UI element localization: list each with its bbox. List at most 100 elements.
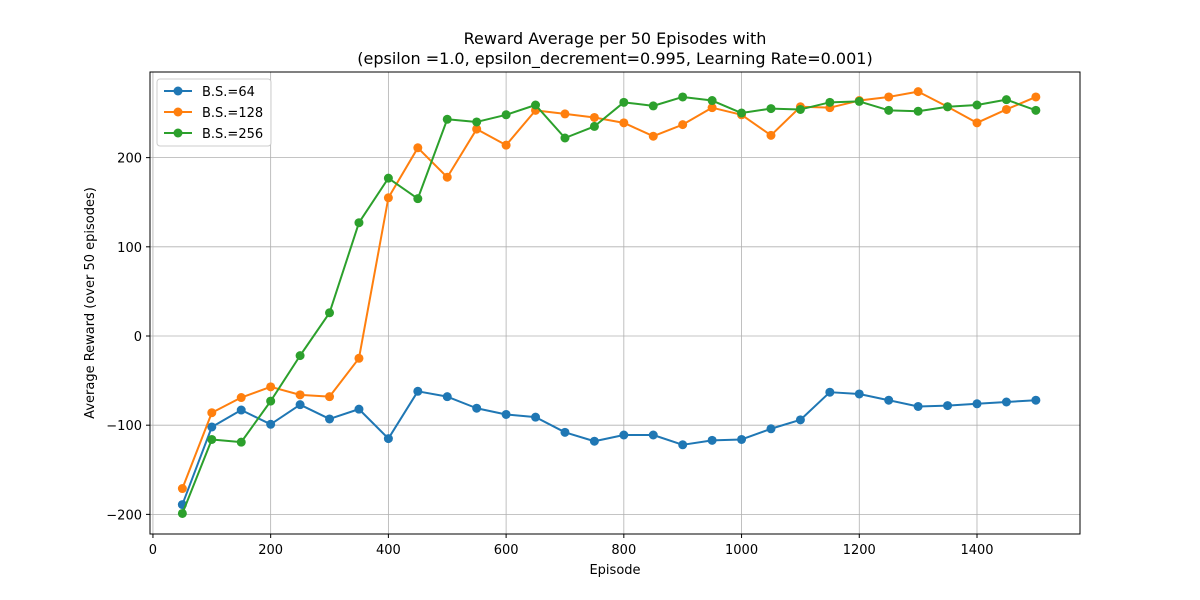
- legend-marker: [173, 107, 183, 117]
- data-point: [678, 440, 688, 450]
- data-point: [648, 131, 658, 141]
- legend-marker: [173, 86, 183, 96]
- data-point: [884, 395, 894, 405]
- data-point: [825, 97, 835, 107]
- x-tick-label: 1400: [960, 543, 993, 558]
- data-point: [913, 401, 923, 411]
- legend-marker: [173, 128, 183, 138]
- data-point: [1001, 95, 1011, 105]
- data-point: [884, 105, 894, 115]
- x-axis-ticks: 0 200 400 600 800 1000 1200 1400: [149, 534, 994, 558]
- data-point: [589, 436, 599, 446]
- y-tick-label: 100: [117, 241, 142, 256]
- x-axis-label: Episode: [589, 563, 640, 578]
- data-point: [795, 415, 805, 425]
- data-point: [236, 405, 246, 415]
- data-point: [442, 114, 452, 124]
- y-tick-label: 0: [134, 330, 142, 345]
- data-point: [972, 100, 982, 110]
- data-point: [648, 101, 658, 111]
- data-point: [442, 172, 452, 182]
- data-point: [501, 140, 511, 150]
- data-point: [825, 387, 835, 397]
- data-point: [236, 437, 246, 447]
- data-point: [383, 173, 393, 183]
- data-point: [383, 193, 393, 203]
- plot-frame: [149, 71, 1081, 535]
- legend: B.S.=64 B.S.=128 B.S.=256: [156, 78, 272, 147]
- data-point: [795, 104, 805, 114]
- series-1: [177, 386, 1041, 510]
- legend-box: [156, 78, 272, 147]
- data-point: [648, 430, 658, 440]
- data-point: [913, 106, 923, 116]
- data-point: [295, 351, 305, 361]
- data-point: [972, 399, 982, 409]
- data-point: [913, 87, 923, 97]
- series-line: [181, 390, 1036, 505]
- data-point: [207, 434, 217, 444]
- data-point: [678, 120, 688, 130]
- series-line: [181, 95, 1037, 514]
- series-line: [181, 90, 1037, 489]
- data-point: [707, 96, 717, 106]
- data-point: [295, 390, 305, 400]
- y-axis-ticks: −200 −100 0 100 200: [106, 152, 150, 523]
- data-point: [442, 392, 452, 402]
- data-point: [589, 112, 599, 122]
- legend-label: B.S.=128: [202, 106, 263, 121]
- data-point: [1001, 104, 1011, 114]
- legend-label: B.S.=256: [202, 127, 263, 142]
- data-point: [707, 103, 717, 113]
- x-tick-label: 600: [494, 543, 519, 558]
- legend-entries: B.S.=64 B.S.=128 B.S.=256: [164, 85, 263, 142]
- y-tick-label: 200: [117, 152, 142, 167]
- data-point: [354, 218, 364, 228]
- data-point: [383, 434, 393, 444]
- data-point: [884, 92, 894, 102]
- series-3: [177, 92, 1041, 518]
- data-point: [472, 124, 482, 134]
- data-point: [619, 97, 629, 107]
- data-point: [1031, 105, 1041, 115]
- data-point: [354, 353, 364, 363]
- data-point: [707, 435, 717, 445]
- data-point: [531, 100, 541, 110]
- data-point: [177, 508, 187, 518]
- y-tick-label: −200: [106, 508, 142, 523]
- y-axis-label: Average Reward (over 50 episodes): [83, 187, 98, 419]
- data-point: [354, 404, 364, 414]
- data-point: [266, 382, 276, 392]
- x-tick-label: 800: [611, 543, 636, 558]
- data-point: [766, 130, 776, 140]
- data-point: [766, 424, 776, 434]
- data-point: [295, 400, 305, 410]
- data-point: [1031, 92, 1041, 102]
- x-tick-label: 0: [149, 543, 157, 558]
- data-point: [501, 409, 511, 419]
- y-tick-label: −100: [106, 419, 142, 434]
- legend-entry: B.S.=128: [164, 106, 263, 121]
- data-point: [972, 118, 982, 128]
- data-point: [560, 427, 570, 437]
- data-point: [766, 104, 776, 114]
- data-point: [854, 96, 864, 106]
- data-point: [531, 412, 541, 422]
- data-point: [413, 386, 423, 396]
- legend-entry: B.S.=256: [164, 127, 263, 142]
- series-lines: [177, 87, 1041, 518]
- data-point: [472, 403, 482, 413]
- data-point: [678, 92, 688, 102]
- data-point: [266, 396, 276, 406]
- x-tick-label: 1200: [843, 543, 876, 558]
- data-point: [207, 408, 217, 418]
- data-point: [619, 430, 629, 440]
- data-point: [737, 434, 747, 444]
- data-point: [413, 143, 423, 153]
- data-point: [560, 133, 570, 143]
- data-point: [413, 194, 423, 204]
- data-point: [325, 308, 335, 318]
- chart-subtitle: (epsilon =1.0, epsilon_decrement=0.995, …: [357, 49, 872, 69]
- data-point: [943, 401, 953, 411]
